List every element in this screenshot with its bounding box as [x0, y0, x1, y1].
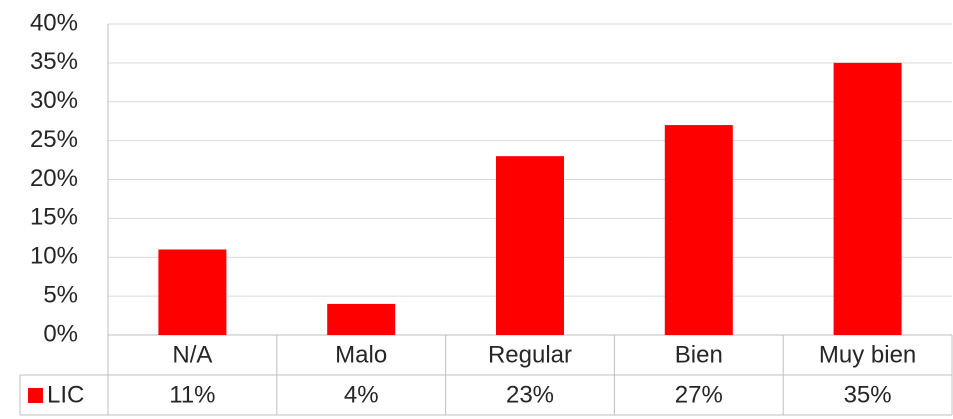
x-tick-label: Muy bien: [819, 341, 916, 368]
x-tick-label: Malo: [335, 341, 387, 368]
bar: [833, 62, 902, 335]
y-tick-label: 40%: [30, 9, 78, 36]
y-tick-label: 15%: [30, 204, 78, 231]
y-tick-label: 30%: [30, 87, 78, 114]
data-label: 11%: [169, 381, 215, 408]
y-tick-label: 35%: [30, 48, 78, 75]
data-label: 27%: [675, 381, 723, 408]
data-label: 4%: [344, 381, 379, 408]
y-tick-label: 25%: [30, 126, 78, 153]
x-tick-label: Bien: [675, 341, 723, 368]
bar: [664, 125, 733, 335]
y-tick-label: 10%: [30, 243, 78, 270]
bar: [496, 156, 564, 335]
x-tick-label: N/A: [172, 341, 212, 368]
x-tick-label: Regular: [488, 341, 572, 368]
legend-label: LIC: [47, 381, 84, 408]
y-tick-label: 0%: [43, 320, 78, 347]
data-label: 35%: [844, 381, 892, 408]
y-tick-label: 5%: [43, 281, 78, 308]
y-tick-label: 20%: [30, 165, 78, 192]
legend-swatch: [28, 388, 43, 403]
bar: [327, 303, 396, 335]
bar: [158, 249, 227, 335]
data-label: 23%: [506, 381, 554, 408]
